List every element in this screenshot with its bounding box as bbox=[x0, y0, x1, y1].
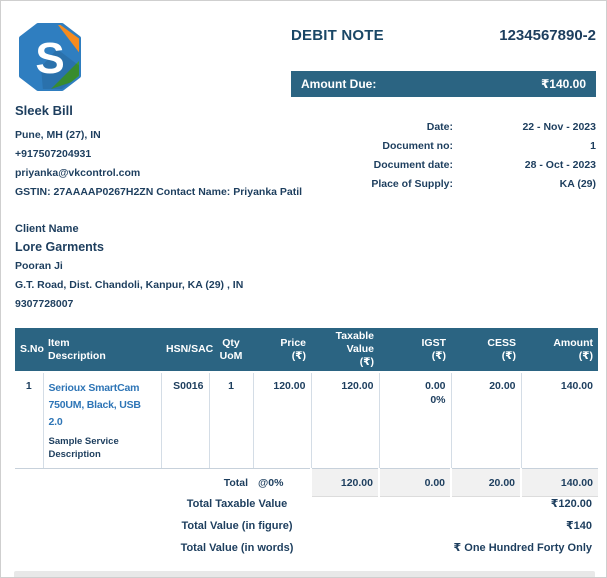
client-name: Lore Garments bbox=[15, 240, 104, 254]
item-description: Sample Service Description bbox=[48, 436, 119, 460]
meta-label: Place of Supply: bbox=[371, 178, 453, 190]
item-taxable-value: 120.00 bbox=[310, 372, 379, 469]
col-header-igst: IGST (₹) bbox=[379, 328, 451, 373]
logo-letter: S bbox=[35, 34, 64, 83]
totals-value: ₹ One Hundred Forty Only bbox=[453, 542, 592, 554]
totals-value: ₹140 bbox=[565, 520, 592, 532]
col-header-price: Price (₹) bbox=[253, 328, 311, 373]
amount-due-bar: Amount Due: ₹140.00 bbox=[291, 71, 596, 97]
item-igst-cell: 0.00 0% bbox=[378, 372, 451, 469]
seller-gstin-contact: GSTIN: 27AAAAP0267H2ZN Contact Name: Pri… bbox=[15, 186, 303, 198]
total-taxable-value-row: Total Taxable Value ₹120.00 bbox=[15, 493, 596, 515]
item-igst: 0.00 bbox=[425, 380, 446, 392]
client-contact-person: Pooran Ji bbox=[15, 260, 63, 272]
item-sno: 1 bbox=[15, 372, 43, 469]
amount-due-value: ₹140.00 bbox=[540, 77, 586, 91]
meta-value: KA (29) bbox=[559, 178, 596, 190]
total-taxable-value: 120.00 bbox=[310, 468, 379, 497]
item-name-link[interactable]: Serioux SmartCam 750UM, Black, USB 2.0 bbox=[48, 382, 142, 428]
meta-value: 28 - Oct - 2023 bbox=[524, 159, 596, 171]
seller-address: Pune, MH (27), IN bbox=[15, 129, 101, 141]
col-header-cess: CESS (₹) bbox=[451, 328, 521, 373]
meta-label: Date: bbox=[426, 121, 453, 133]
item-price: 120.00 bbox=[252, 372, 311, 469]
total-value-words-row: Total Value (in words) ₹ One Hundred For… bbox=[15, 537, 596, 559]
meta-value: 22 - Nov - 2023 bbox=[522, 121, 596, 133]
meta-row-place-of-supply: Place of Supply: KA (29) bbox=[291, 175, 596, 194]
item-cess: 20.00 bbox=[450, 372, 521, 469]
meta-label: Document no: bbox=[382, 140, 453, 152]
totals-summary: Total Taxable Value ₹120.00 Total Value … bbox=[15, 493, 596, 559]
totals-label: Total Value (in words) bbox=[180, 542, 294, 554]
table-total-row: Total @0% 120.00 0.00 20.00 140.00 bbox=[15, 468, 598, 497]
bottom-divider-bar bbox=[14, 571, 595, 577]
item-qty: 1 bbox=[208, 372, 253, 469]
col-header-amount: Amount (₹) bbox=[521, 328, 598, 373]
meta-value: 1 bbox=[590, 140, 596, 152]
table-row: 1 Serioux SmartCam 750UM, Black, USB 2.0… bbox=[15, 372, 598, 469]
meta-row-date: Date: 22 - Nov - 2023 bbox=[291, 118, 596, 137]
client-info: Client Name Lore Garments Pooran Ji G.T.… bbox=[15, 221, 243, 314]
col-header-item-description: Item Description bbox=[43, 328, 161, 373]
total-amount: 140.00 bbox=[520, 468, 598, 497]
document-title: DEBIT NOTE bbox=[291, 27, 384, 44]
total-cess: 20.00 bbox=[450, 468, 521, 497]
seller-email: priyanka@vkcontrol.com bbox=[15, 167, 141, 179]
items-table: S.No Item Description HSN/SAC Qty UoM Pric… bbox=[15, 328, 598, 497]
seller-info: Sleek Bill Pune, MH (27), IN +9175072049… bbox=[15, 103, 302, 202]
document-meta: Date: 22 - Nov - 2023 Document no: 1 Doc… bbox=[291, 118, 596, 194]
totals-label: Total Value (in figure) bbox=[181, 520, 293, 532]
totals-label: Total Taxable Value bbox=[186, 498, 288, 510]
amount-due-label: Amount Due: bbox=[301, 77, 377, 91]
meta-row-document-no: Document no: 1 bbox=[291, 137, 596, 156]
total-value-figure-row: Total Value (in figure) ₹140 bbox=[15, 515, 596, 537]
meta-row-document-date: Document date: 28 - Oct - 2023 bbox=[291, 156, 596, 175]
document-header: DEBIT NOTE 1234567890-2 Amount Due: ₹140… bbox=[291, 27, 596, 194]
col-header-sno: S.No bbox=[15, 328, 44, 373]
table-header-row: S.No Item Description HSN/SAC Qty UoM Pric… bbox=[15, 328, 598, 373]
client-phone: 9307728007 bbox=[15, 298, 74, 310]
client-section-label: Client Name bbox=[15, 223, 79, 235]
col-header-qty-uom: Qty UoM bbox=[209, 328, 253, 373]
sleek-bill-logo-icon: S bbox=[19, 23, 81, 91]
document-number: 1234567890-2 bbox=[499, 27, 596, 44]
total-igst-rate-label: @0% bbox=[258, 477, 284, 489]
client-address: G.T. Road, Dist. Chandoli, Kanpur, KA (2… bbox=[15, 279, 244, 291]
item-description-cell: Serioux SmartCam 750UM, Black, USB 2.0 S… bbox=[42, 372, 161, 469]
col-header-hsn-sac: HSN/SAC bbox=[161, 328, 213, 373]
col-header-taxable-value: Taxable Value (₹) bbox=[311, 328, 379, 373]
item-igst-rate: 0% bbox=[430, 394, 446, 406]
item-hsn-sac: S0016 bbox=[160, 372, 209, 469]
meta-label: Document date: bbox=[373, 159, 453, 171]
total-label: Total bbox=[223, 477, 248, 489]
item-amount: 140.00 bbox=[520, 372, 598, 469]
total-igst: 0.00 bbox=[378, 468, 451, 497]
seller-name: Sleek Bill bbox=[15, 103, 73, 118]
totals-value: ₹120.00 bbox=[550, 498, 592, 510]
seller-phone: +917507204931 bbox=[15, 148, 92, 160]
